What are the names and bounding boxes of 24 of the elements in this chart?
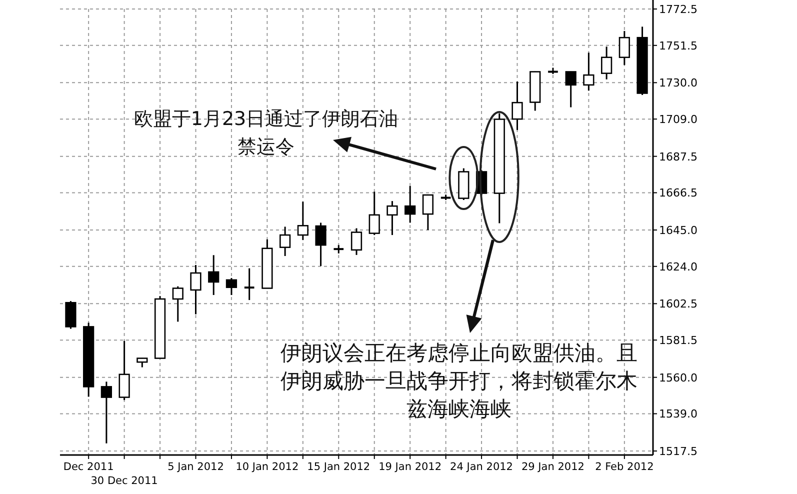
x-tick-label: Dec 2011 <box>63 461 114 473</box>
y-tick-label: 1539.0 <box>659 408 698 421</box>
x-tick-label: 2 Feb 2012 <box>595 461 654 473</box>
x-tick-label: 15 Jan 2012 <box>307 461 370 473</box>
y-tick-label: 1666.5 <box>659 186 698 200</box>
y-tick-label: 1730.0 <box>659 76 698 90</box>
x-tick-label: 24 Jan 2012 <box>450 461 514 473</box>
y-tick-label: 1624.0 <box>659 260 698 274</box>
y-tick-label: 1645.0 <box>659 224 698 237</box>
annotation: 欧盟于1月23日通过了伊朗石油禁运令 <box>134 108 398 158</box>
x-tick-label: 10 Jan 2012 <box>236 461 299 473</box>
y-tick-label: 1602.5 <box>659 298 698 311</box>
annotation: 伊朗议会正在考虑停止向欧盟供油。且伊朗威胁一旦战争开打，将封锁霍尔木兹海峡海峡 <box>280 341 638 421</box>
y-tick-label: 1709.0 <box>659 113 698 126</box>
y-tick-label: 1751.5 <box>659 39 698 52</box>
y-tick-label: 1687.5 <box>659 150 698 164</box>
x-tick-label: 5 Jan 2012 <box>168 461 224 473</box>
x-tick-label: 30 Dec 2011 <box>90 475 158 487</box>
y-tick-label: 1517.5 <box>659 445 698 458</box>
x-tick-label: 19 Jan 2012 <box>378 461 442 473</box>
y-tick-label: 1772.5 <box>659 3 698 16</box>
y-tick-label: 1581.5 <box>659 334 698 348</box>
y-tick-label: 1560.0 <box>659 371 698 384</box>
x-tick-label: 29 Jan 2012 <box>522 461 584 473</box>
